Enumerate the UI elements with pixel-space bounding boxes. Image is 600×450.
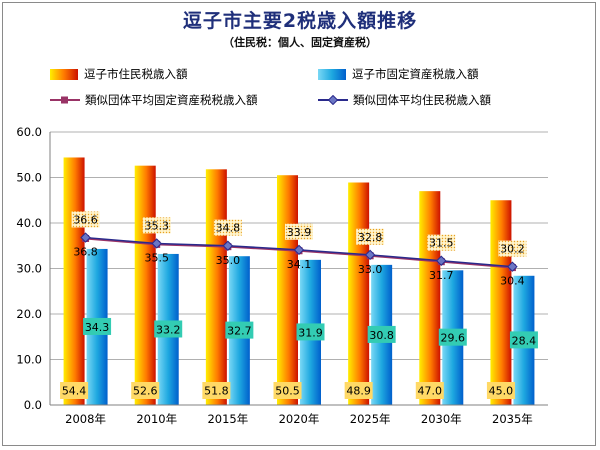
y-tick-label: 60.0 [16,125,42,139]
bar-label-bg-fixed [438,328,467,346]
bar-label-bg-resident [344,382,373,399]
line-label-bg-similar-fixed [71,211,100,228]
point-similar-resident [293,244,305,256]
line-label-similar-resident: 34.1 [287,258,312,271]
bar-label-resident: 54.4 [62,385,87,398]
bar-label-bg-fixed [367,325,396,343]
point-similar-resident [507,261,518,272]
point-similar-resident [80,232,91,243]
bar-resident-tax [205,169,227,405]
bar-label-bg-resident [273,382,302,399]
line-label-similar-resident: 30.4 [500,275,525,288]
bar-label-bg-fixed [509,331,538,349]
line-label-similar-resident: 35.0 [216,254,241,267]
line-label-similar-fixed: 35.3 [144,219,169,232]
chart-subtitle: （住民税：個人、固定資産税） [223,36,377,49]
line-label-similar-fixed: 33.9 [287,226,312,239]
bar-label-fixed: 34.3 [85,321,110,334]
bar-label-fixed: 28.4 [512,334,537,347]
x-tick-label: 2008年 [65,412,106,426]
line-label-similar-resident: 35.5 [144,251,169,264]
line-label-similar-resident: 33.0 [358,263,383,276]
legend-label-similar-fixed: 類似団体平均固定資産税税歳入額 [85,93,258,107]
bar-label-bg-resident [60,382,89,399]
line-label-similar-fixed: 30.2 [500,243,525,256]
bar-label-bg-resident [486,382,515,399]
y-tick-label: 30.0 [16,262,42,276]
y-tick-label: 40.0 [16,216,42,230]
legend-label-similar-resident: 類似団体平均住民税歳入額 [353,93,491,107]
point-similar-resident [151,238,162,249]
bar-label-bg-fixed [296,323,325,341]
line-label-bg-similar-fixed [427,234,456,251]
bar-label-resident: 48.9 [346,385,371,398]
legend-item-resident-tax: 逗子市住民税歳入額 [50,66,188,82]
bar-resident-tax [277,175,298,405]
y-tick-label: 50.0 [16,171,42,185]
legend-swatch-resident-tax [50,68,78,80]
x-tick-label: 2025年 [350,412,391,426]
legend-item-similar-fixed: 類似団体平均固定資産税税歳入額 [50,92,258,108]
chart-title: 逗子市主要2税歳入額推移 [182,10,418,32]
bar-label-fixed: 29.6 [441,332,466,345]
bar-label-bg-fixed [225,321,254,339]
bar-label-fixed: 30.8 [369,329,394,342]
line-label-similar-resident: 31.7 [429,269,454,282]
bar-label-bg-resident [202,382,231,399]
bar-label-fixed: 33.2 [156,323,181,336]
x-tick-label: 2035年 [492,412,533,426]
legend-label-resident-tax: 逗子市住民税歳入額 [84,67,188,81]
bar-label-bg-fixed [154,320,183,338]
bar-label-resident: 47.0 [418,385,443,398]
line-label-bg-similar-fixed [356,228,385,245]
bar-label-bg-resident [415,382,444,399]
bar-resident-tax [348,182,370,405]
bar-resident-tax [490,200,512,405]
legend-swatch-fixed-asset-tax [318,68,346,80]
line-label-similar-fixed: 34.8 [216,222,241,235]
line-label-bg-similar-fixed [285,223,313,240]
x-tick-label: 2015年 [207,412,248,426]
bar-label-bg-resident [131,382,160,399]
x-tick-label: 2030年 [421,412,462,426]
line-label-similar-fixed: 31.5 [429,237,454,250]
legend-item-similar-resident: 類似団体平均住民税歳入額 [318,92,491,108]
line-label-bg-similar-fixed [213,219,242,236]
line-label-similar-fixed: 32.8 [358,231,383,244]
y-tick-label: 10.0 [16,353,42,367]
bar-resident-tax [63,157,85,405]
bar-label-bg-fixed [83,317,112,335]
line-label-bg-similar-fixed [498,240,527,257]
bar-label-resident: 52.6 [133,385,158,398]
point-similar-resident [222,240,234,251]
y-tick-label: 0.0 [24,398,42,412]
point-similar-resident [364,249,376,261]
bar-label-fixed: 32.7 [227,325,252,338]
legend-label-fixed-asset-tax: 逗子市固定資産税歳入額 [352,67,479,81]
bar-label-resident: 45.0 [489,385,514,398]
bar-label-fixed: 31.9 [298,326,323,339]
line-label-bg-similar-fixed [142,217,171,234]
point-similar-resident [436,255,447,266]
y-tick-label: 20.0 [16,307,42,321]
line-label-similar-fixed: 36.6 [73,213,98,226]
bar-resident-tax [134,165,156,405]
x-tick-label: 2010年 [136,412,177,426]
legend-swatch-similar-fixed [50,96,80,104]
line-label-similar-resident: 36.8 [73,246,98,259]
legend-swatch-similar-resident [318,94,348,106]
bar-label-resident: 50.5 [275,385,300,398]
bar-label-resident: 51.8 [204,385,229,398]
bar-resident-tax [419,191,441,405]
legend-item-fixed-asset-tax: 逗子市固定資産税歳入額 [318,66,479,82]
x-tick-label: 2020年 [279,412,320,426]
